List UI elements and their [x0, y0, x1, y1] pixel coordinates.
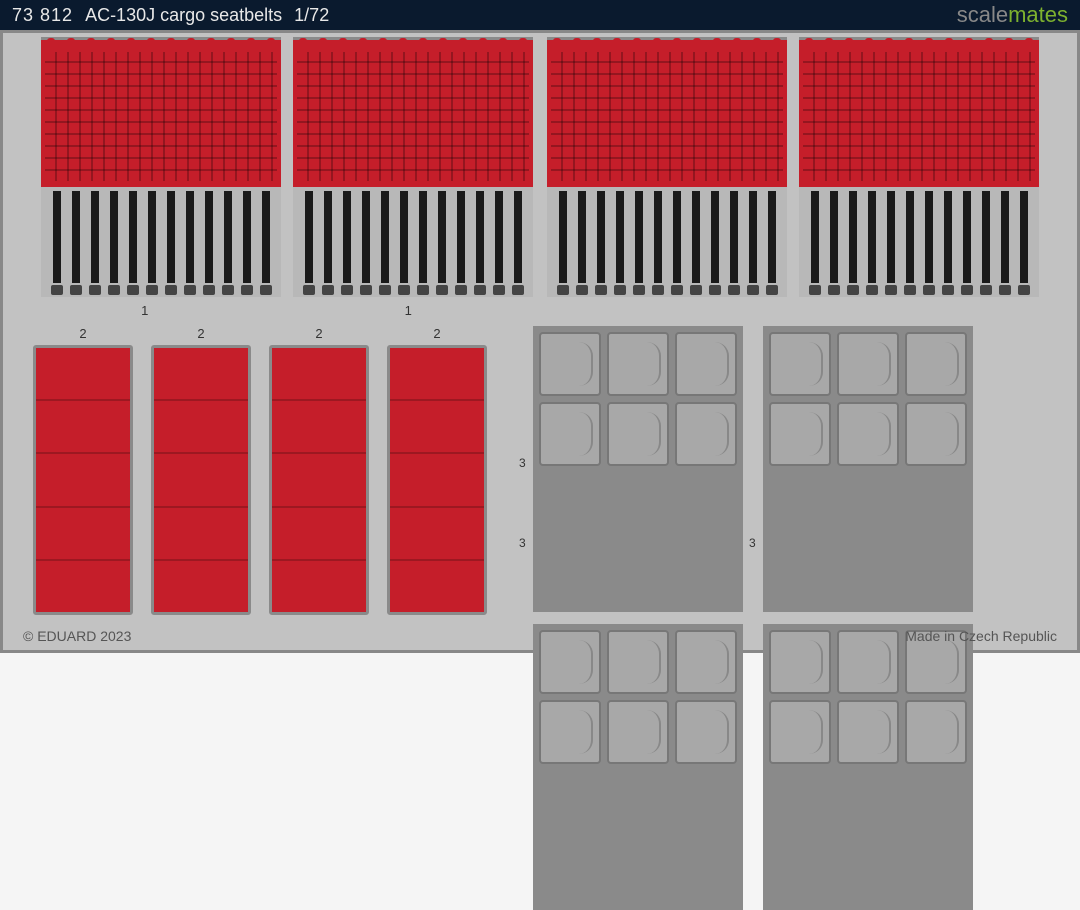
origin-text: Made in Czech Republic — [905, 628, 1057, 644]
copyright-text: © EDUARD 2023 — [23, 628, 131, 644]
bottom-section: 2 2 2 2 — [13, 326, 1067, 910]
grey-block: 3 3 — [533, 326, 743, 910]
product-title: AC-130J cargo seatbelts — [85, 5, 282, 26]
header-text: 73 812 AC-130J cargo seatbelts 1/72 — [12, 5, 329, 26]
red-panel-col: 2 — [387, 326, 487, 910]
net-group-left — [41, 37, 533, 297]
part-label: 2 — [33, 326, 133, 341]
red-cargo-net — [41, 37, 281, 187]
net-group-right — [547, 37, 1039, 297]
grey-blocks-group: 3 3 3 — [533, 326, 973, 910]
part-number: 73 812 — [12, 5, 73, 26]
part-label: 2 — [151, 326, 251, 341]
part-label: 3 — [519, 536, 526, 550]
part-label: 1 — [25, 303, 265, 318]
part-label: 2 — [269, 326, 369, 341]
grey-grid-top — [533, 326, 743, 612]
part-label: 1 — [288, 303, 528, 318]
red-panel-col: 2 — [33, 326, 133, 910]
net-unit — [799, 37, 1039, 297]
part-label: 3 — [519, 456, 526, 470]
net-tabs — [41, 38, 281, 52]
scale: 1/72 — [294, 5, 329, 26]
net-unit — [41, 37, 281, 297]
logo-mates: mates — [1008, 2, 1068, 27]
black-straps — [41, 187, 281, 297]
red-cargo-net — [293, 37, 533, 187]
logo-scale: scale — [957, 2, 1008, 27]
red-panel — [33, 345, 133, 615]
grey-grid-bottom — [533, 624, 743, 910]
grey-block: 3 — [763, 326, 973, 910]
part-label: 2 — [387, 326, 487, 341]
top-section — [13, 37, 1067, 297]
part-label: 3 — [749, 536, 756, 550]
watermark-logo: scalemates — [957, 2, 1068, 28]
photoetch-fret: 1 1 2 2 2 2 — [0, 30, 1080, 653]
red-panels-group: 2 2 2 2 — [33, 326, 487, 910]
net-unit — [293, 37, 533, 297]
header-bar: 73 812 AC-130J cargo seatbelts 1/72 scal… — [0, 0, 1080, 30]
red-panel-col: 2 — [269, 326, 369, 910]
net-unit — [547, 37, 787, 297]
red-panel-col: 2 — [151, 326, 251, 910]
part-1-labels: 1 1 — [13, 303, 1067, 318]
